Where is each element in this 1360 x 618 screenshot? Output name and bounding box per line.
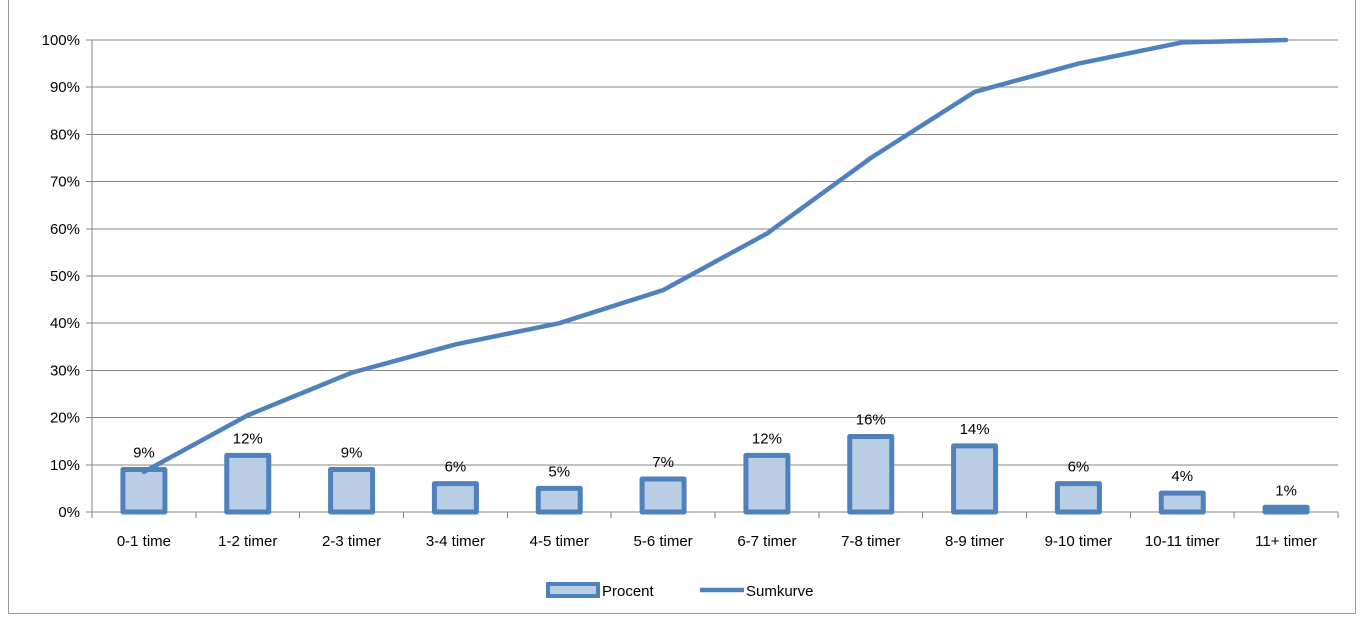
data-label: 16%: [856, 411, 886, 428]
data-label: 12%: [752, 430, 782, 447]
line-sumkurve: [141, 37, 1289, 475]
x-tick-label: 10-11 timer: [1145, 533, 1220, 550]
bars: [120, 433, 1310, 515]
data-label: 14%: [960, 421, 990, 438]
bar-procent: [535, 485, 583, 515]
y-tick-label: 30%: [50, 362, 80, 379]
data-label: 7%: [652, 454, 674, 471]
bar-procent: [1262, 504, 1310, 515]
x-tick-label: 1-2 timer: [218, 533, 277, 550]
x-tick-label: 8-9 timer: [945, 533, 1004, 550]
data-label: 4%: [1171, 468, 1193, 485]
legend-label-procent: Procent: [602, 583, 655, 600]
bar-procent: [1158, 490, 1206, 515]
y-tick-label: 50%: [50, 268, 80, 285]
data-label: 1%: [1275, 482, 1297, 499]
data-label: 5%: [548, 463, 570, 480]
y-tick-label: 70%: [50, 174, 80, 191]
y-tick-label: 60%: [50, 221, 80, 238]
bar-procent: [328, 467, 376, 515]
cumulative-line: [141, 37, 1289, 475]
y-tick-label: 80%: [50, 126, 80, 143]
data-label: 9%: [133, 445, 155, 462]
bar-procent: [639, 476, 687, 515]
legend-swatch-procent: [546, 582, 600, 598]
data-label: 9%: [341, 445, 363, 462]
x-tick-label: 2-3 timer: [322, 533, 381, 550]
y-tick-label: 100%: [42, 32, 80, 49]
x-tick-label: 11+ timer: [1255, 533, 1317, 550]
x-tick-label: 4-5 timer: [530, 533, 589, 550]
y-tick-label: 20%: [50, 410, 80, 427]
bar-procent: [1054, 481, 1102, 515]
x-tick-label: 7-8 timer: [841, 533, 900, 550]
y-tick-label: 10%: [50, 457, 80, 474]
data-labels: 9% 12% 9% 6% 5% 7% 12% 16% 14% 6% 4% 1%: [133, 411, 1297, 499]
x-tick-label: 0-1 time: [117, 533, 171, 550]
x-tick-label: 5-6 timer: [633, 533, 692, 550]
bar-procent: [951, 443, 999, 515]
data-label: 6%: [445, 459, 467, 476]
x-tick-label: 6-7 timer: [737, 533, 796, 550]
x-axis-ticks: 0-1 time 1-2 timer 2-3 timer 3-4 timer 4-5 t…: [117, 533, 1317, 550]
bar-procent: [224, 452, 272, 515]
bar-procent: [431, 481, 479, 515]
gridlines: [86, 39, 1339, 518]
y-tick-label: 90%: [50, 79, 80, 96]
legend-label-sumkurve: Sumkurve: [746, 583, 814, 600]
legend: Procent Sumkurve: [546, 582, 814, 600]
data-label: 6%: [1068, 459, 1090, 476]
y-axis-ticks: 0% 10% 20% 30% 40% 50% 60% 70% 80% 90% 100%: [42, 32, 80, 521]
data-label: 12%: [233, 430, 263, 447]
x-tick-label: 3-4 timer: [426, 533, 485, 550]
bar-procent: [847, 433, 895, 515]
bar-procent: [120, 467, 168, 515]
bar-procent: [743, 452, 791, 515]
x-tick-label: 9-10 timer: [1045, 533, 1113, 550]
y-tick-label: 0%: [58, 504, 80, 521]
chart-frame: [8, 0, 1356, 614]
y-tick-label: 40%: [50, 315, 80, 332]
